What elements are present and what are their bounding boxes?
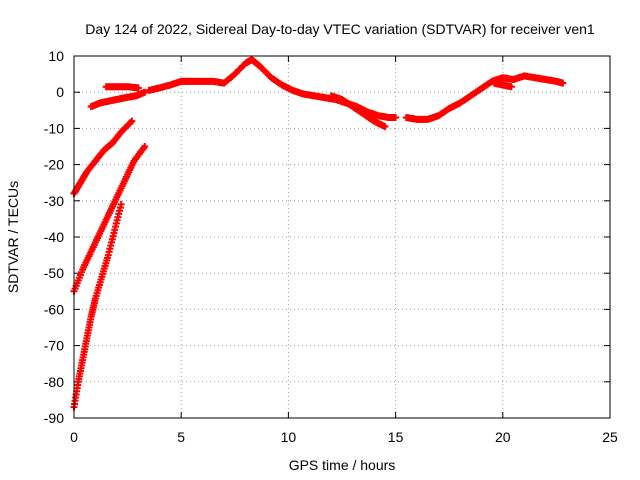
x-tick-label: 20 [495,429,511,445]
data-point [141,143,149,150]
series-track-1 [70,117,136,198]
series-track-7 [327,92,389,131]
axis-tick-labels: 0 5 10 15 20 25 -90 -80 -70 -60 -50 -40 -30 -20 -10 0 10 [44,48,618,445]
data-point [559,79,567,87]
data-point [117,200,125,208]
y-axis-label: SDTVAR / TECUs [5,181,21,293]
x-tick-label: 10 [281,429,297,445]
plot-grid [74,56,610,418]
y-tick-label: -60 [44,301,64,317]
series-track-2 [70,143,149,295]
x-tick-label: 5 [177,429,185,445]
y-tick-label: 0 [56,84,64,100]
series-track-4 [87,88,149,111]
y-tick-label: -70 [44,338,64,354]
y-tick-label: -20 [44,157,64,173]
x-tick-label: 0 [70,429,78,445]
series-track-9 [490,79,515,91]
data-point [134,84,142,92]
data-point [128,117,136,125]
y-tick-label: 10 [48,48,64,64]
data-point [392,114,400,122]
y-tick-label: -10 [44,120,64,136]
series-track-5 [102,83,142,92]
data-point [141,88,149,96]
y-tick-label: -90 [44,410,64,426]
chart-title: Day 124 of 2022, Sidereal Day-to-day VTE… [85,21,595,37]
series-track-6 [145,56,400,122]
x-tick-label: 15 [388,429,404,445]
y-tick-label: -80 [44,374,64,390]
y-tick-label: -40 [44,229,64,245]
x-axis-label: GPS time / hours [289,457,396,473]
data-point [507,83,515,91]
data-point [381,123,389,131]
series-track-3 [70,200,125,411]
series-track-8 [402,72,567,123]
x-tick-label: 25 [602,429,618,445]
y-tick-label: -50 [44,265,64,281]
data-marks [70,56,567,411]
y-tick-label: -30 [44,193,64,209]
plot-frame [73,55,611,419]
